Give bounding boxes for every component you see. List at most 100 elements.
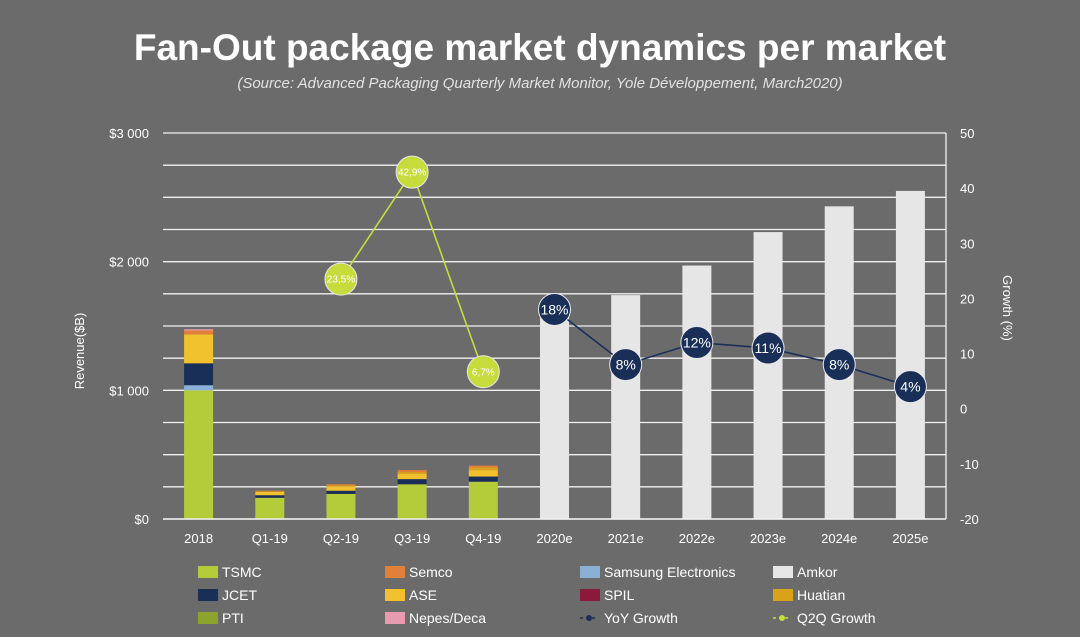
bar-jcet-q2-19 [326,490,356,494]
legend-marker-yoy-growth [586,615,592,621]
yoy-growth-label-2023e: 11% [755,340,782,356]
yoy-growth-label-2022e: 12% [683,335,711,351]
x-tick-label: 2021e [608,531,644,546]
legend-label-samsung-electronics: Samsung Electronics [604,564,736,580]
bar-amkor-2025e [895,190,925,519]
y-tick-label: $3 000 [109,126,149,141]
legend-label-pti: PTI [222,610,244,626]
bar-huatian-q1-19 [255,491,285,492]
y2-tick-label: 30 [960,236,974,251]
q2q-growth-marker-q2-19 [324,262,358,296]
legend-swatch-semco [385,566,405,578]
y2-axis-title: Growth (%) [1000,275,1015,341]
y-tick-label: $0 [135,512,149,527]
bar-amkor-2023e [753,232,783,519]
bar-ase-q3-19 [397,473,427,480]
y-tick-label: $2 000 [109,255,149,270]
bar-tsmc-q2-19 [326,493,356,519]
legend-swatch-samsung-electronics [580,566,600,578]
y2-tick-label: 20 [960,291,974,306]
legend-label-q2q-growth: Q2Q Growth [797,610,876,626]
bar-jcet-q3-19 [397,479,427,485]
bar-jcet-q4-19 [468,476,498,482]
x-tick-label: 2025e [892,531,928,546]
legend-label-ase: ASE [409,587,437,603]
q2q-growth-marker-q4-19 [466,355,500,389]
legend-label-nepes-deca: Nepes/Deca [409,610,486,626]
legend: TSMC Semco Samsung Electronics Amkor JCET ASE… [198,564,876,626]
bar-tsmc-q4-19 [468,481,498,519]
x-tick-label: 2022e [679,531,715,546]
legend-label-spil: SPIL [604,587,635,603]
yoy-growth-marker-2023e [751,331,785,365]
legend-swatch-jcet [198,589,218,601]
bar-semco-q3-19 [397,470,427,473]
legend-swatch-tsmc [198,566,218,578]
legend-swatch-nepes-deca [385,612,405,624]
bar-amkor-2021e [611,295,641,519]
legend-label-huatian: Huatian [797,587,845,603]
bar-amkor-2022e [682,265,712,519]
x-tick-label: Q3-19 [394,531,430,546]
q2q-growth-label-q4-19: 6,7% [472,367,495,378]
bar-jcet-2018 [184,363,214,386]
bar-huatian-q3-19 [397,472,427,474]
legend-label-amkor: Amkor [797,564,838,580]
bar-huatian-q4-19 [468,467,498,471]
y2-tick-label: -20 [960,512,979,527]
q2q-growth-label-q3-19: 42,9% [398,168,426,179]
legend-swatch-amkor [773,566,793,578]
y2-tick-label: 0 [960,402,967,417]
legend-swatch-ase [385,589,405,601]
q2q-growth-label-q2-19: 23,5% [327,275,355,286]
bar-nepes-deca-2018 [184,329,214,331]
legend-swatch-huatian [773,589,793,601]
bar-amkor-2020e [540,309,569,519]
bar-tsmc-q3-19 [397,484,427,519]
y2-tick-label: 10 [960,347,974,362]
bar-tsmc-q1-19 [255,497,285,519]
bar-semco-2018 [184,330,214,335]
x-tick-label: 2023e [750,531,786,546]
yoy-growth-marker-2024e [822,348,856,382]
bars [184,190,925,519]
legend-label-semco: Semco [409,564,453,580]
y-axis-title: Revenue($B) [72,313,87,390]
chart-title: Fan-Out package market dynamics per mark… [134,27,946,68]
q2q-growth-line [340,170,485,373]
legend-swatch-spil [580,589,600,601]
bar-semco-q1-19 [255,490,285,492]
chart-subtitle: (Source: Advanced Packaging Quarterly Ma… [237,75,842,92]
legend-label-jcet: JCET [222,587,257,603]
yoy-growth-label-2020e: 18% [540,301,568,317]
axes: $0 $1 000 $2 000 $3 000 50 40 30 20 10 0 -10 -20 Rev… [72,126,1015,546]
yoy-growth-marker-2022e [680,326,714,360]
yoy-growth-marker-2021e [609,348,643,382]
yoy-growth-line [554,308,911,388]
legend-marker-q2q-growth [779,615,785,621]
y2-tick-label: -10 [960,457,979,472]
yoy-growth-marker-2020e [538,292,571,326]
bar-semco-q2-19 [326,484,356,486]
y2-tick-label: 50 [960,126,974,141]
bar-ase-q2-19 [326,486,356,491]
bar-ase-q1-19 [255,491,285,496]
x-tick-label: 2018 [184,531,213,546]
bar-huatian-q2-19 [326,485,356,487]
q2q-growth-marker-q3-19 [395,155,429,189]
bar-tsmc-2018 [184,390,214,519]
y-tick-label: $1 000 [109,383,149,398]
y2-tick-label: 40 [960,181,974,196]
x-tick-label: 2024e [821,531,857,546]
yoy-growth-label-2024e: 8% [829,357,849,373]
yoy-growth-marker-2025e [893,370,927,404]
x-tick-label: Q4-19 [465,531,501,546]
x-tick-label: Q2-19 [323,531,359,546]
bar-ase-2018 [184,334,214,364]
bar-samsung-electronics-2018 [184,385,214,391]
bar-jcet-q1-19 [255,495,285,498]
x-tick-label: Q1-19 [252,531,288,546]
legend-swatch-pti [198,612,218,624]
